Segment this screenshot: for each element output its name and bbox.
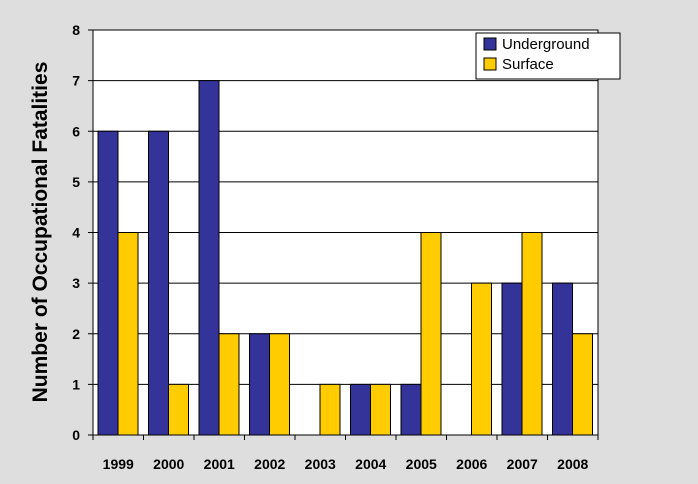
- bar-underground-2000: [148, 130, 169, 436]
- y-tick-label: 5: [72, 174, 80, 190]
- bar-surface-2005: [420, 232, 442, 436]
- bar-underground-2007: [501, 282, 523, 436]
- x-tick-label: 2004: [355, 456, 386, 472]
- bar-underground-2008: [552, 282, 573, 436]
- y-tick-label: 2: [72, 326, 80, 342]
- axes: [92, 30, 599, 440]
- y-tick-label: 4: [72, 225, 80, 241]
- y-tick-label: 8: [72, 22, 80, 38]
- bar-surface-2008: [572, 333, 593, 436]
- legend-label-surface: Surface: [502, 56, 554, 73]
- y-tick-label: 6: [72, 123, 80, 139]
- bar-surface-2007: [521, 232, 543, 436]
- x-tick-label: 2007: [507, 456, 538, 472]
- x-tick-label: 2002: [254, 456, 285, 472]
- legend: Underground Surface: [475, 32, 621, 80]
- bar-underground-1999: [97, 130, 119, 436]
- bar-underground-2001: [198, 80, 220, 436]
- legend-swatch-underground: [483, 37, 497, 51]
- x-tick-label: 2005: [406, 456, 437, 472]
- bar-surface-2001: [218, 333, 240, 436]
- y-tick-labels: 0 1 2 3 4 5 6 7 8: [72, 22, 80, 443]
- x-tick-label: 2003: [305, 456, 336, 472]
- bars: [97, 80, 593, 436]
- bar-underground-2004: [350, 383, 371, 436]
- y-axis-title: Number of Occupational Fatalities: [29, 62, 52, 403]
- x-tick-label: 2006: [456, 456, 487, 472]
- x-tick-label: 1999: [103, 456, 134, 472]
- y-tick-label: 0: [72, 427, 80, 443]
- bar-surface-2003: [319, 383, 341, 436]
- bar-surface-1999: [117, 232, 139, 436]
- y-tick-label: 1: [72, 376, 80, 392]
- x-tick-label: 2008: [557, 456, 588, 472]
- bar-surface-2004: [370, 383, 391, 436]
- bar-surface-2000: [168, 383, 189, 436]
- bar-underground-2002: [249, 333, 270, 436]
- x-tick-label: 2001: [204, 456, 235, 472]
- bar-underground-2005: [400, 383, 422, 436]
- legend-swatch-surface: [483, 57, 497, 71]
- bar-surface-2002: [269, 333, 290, 436]
- legend-box: [475, 32, 621, 80]
- bar-surface-2006: [471, 282, 492, 436]
- y-tick-label: 7: [72, 73, 80, 89]
- legend-label-underground: Underground: [502, 36, 590, 53]
- x-tick-labels: 1999 2000 2001 2002 2003 2004 2005 2006 2007 2008: [103, 456, 589, 472]
- y-tick-label: 3: [72, 275, 80, 291]
- x-tick-label: 2000: [153, 456, 184, 472]
